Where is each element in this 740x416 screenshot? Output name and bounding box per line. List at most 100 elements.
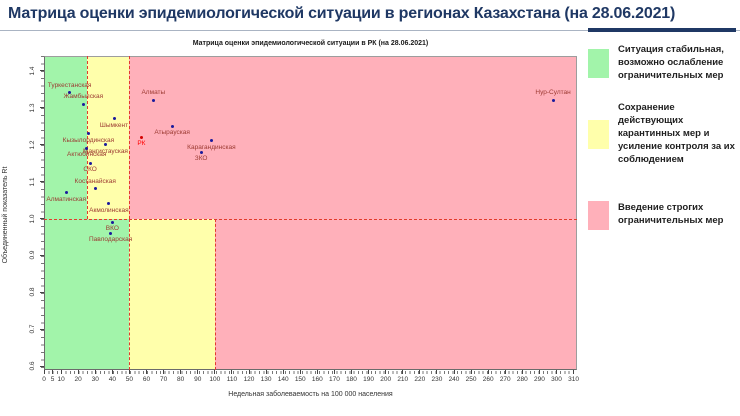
x-axis-tick-label: 260 bbox=[482, 376, 494, 383]
x-axis-tick-label: 150 bbox=[294, 376, 306, 383]
data-point bbox=[112, 117, 116, 121]
x-axis-tick-label: 220 bbox=[414, 376, 426, 383]
x-axis-tick-label: 110 bbox=[226, 376, 238, 383]
threshold-line-x50 bbox=[129, 56, 131, 219]
epidemic-matrix-chart: Матрица оценки эпидемиологической ситуац… bbox=[0, 32, 585, 416]
x-axis-tick bbox=[146, 370, 147, 374]
x-axis-tick-label: 130 bbox=[260, 376, 272, 383]
x-axis-tick bbox=[265, 370, 267, 374]
data-point bbox=[86, 132, 90, 136]
zone-lower-green bbox=[44, 218, 130, 370]
chart-legend: Ситуация стабильная, возможно ослабление… bbox=[588, 44, 738, 230]
legend-swatch-green bbox=[588, 48, 609, 78]
x-axis-tick bbox=[470, 370, 472, 374]
data-point-label: СКО bbox=[83, 166, 97, 174]
legend-swatch-yellow bbox=[588, 119, 609, 149]
x-axis-tick-label: 20 bbox=[74, 376, 82, 383]
data-point bbox=[199, 150, 203, 154]
zone-lower-pink bbox=[214, 218, 577, 370]
data-point bbox=[64, 191, 68, 195]
data-point bbox=[151, 98, 155, 102]
x-axis-tick bbox=[385, 370, 387, 374]
data-point-label: Атырауская bbox=[154, 129, 190, 137]
x-axis-tick bbox=[316, 370, 318, 374]
data-point-label: Павлодарская bbox=[88, 236, 133, 244]
y-axis-tick-label: 0.6 bbox=[29, 361, 36, 371]
x-axis-tick-label: 200 bbox=[380, 376, 392, 383]
y-axis-tick bbox=[40, 144, 44, 146]
header-rule bbox=[0, 30, 740, 31]
x-axis-tick-label: 120 bbox=[243, 376, 255, 383]
plot-frame bbox=[44, 56, 577, 370]
data-point bbox=[110, 220, 114, 224]
y-axis-tick bbox=[40, 254, 44, 256]
y-axis-tick-label: 1.3 bbox=[29, 103, 36, 113]
x-axis-tick bbox=[538, 370, 540, 374]
y-axis-tick bbox=[40, 107, 44, 109]
data-point-label: РК bbox=[137, 140, 146, 148]
threshold-line-x100 bbox=[214, 218, 216, 370]
y-axis-tick bbox=[40, 70, 44, 72]
header-accent-bar bbox=[588, 28, 736, 32]
data-point bbox=[551, 98, 555, 102]
x-axis-tick-label: 40 bbox=[108, 376, 116, 383]
x-axis-tick bbox=[248, 370, 250, 374]
x-axis-tick bbox=[282, 370, 284, 374]
data-point bbox=[139, 135, 143, 139]
data-point-label: Акмолинская bbox=[89, 206, 129, 214]
x-axis-tick bbox=[402, 370, 404, 374]
data-point-label: Туркестанская bbox=[47, 81, 92, 89]
x-axis-tick-label: 80 bbox=[177, 376, 185, 383]
data-point bbox=[68, 91, 72, 95]
x-axis-tick bbox=[521, 370, 523, 374]
x-axis-tick-label: 240 bbox=[448, 376, 460, 383]
y-axis-label: Объединенный показатель Rt bbox=[2, 166, 9, 264]
x-axis-tick bbox=[368, 370, 370, 374]
threshold-line-r1 bbox=[44, 218, 577, 220]
data-point-label: Алматы bbox=[141, 89, 166, 97]
data-point bbox=[109, 231, 113, 235]
y-axis-tick bbox=[40, 328, 44, 330]
x-axis-tick bbox=[231, 370, 233, 374]
x-axis-tick bbox=[111, 370, 113, 374]
x-axis-tick bbox=[197, 370, 199, 374]
x-axis-tick bbox=[351, 370, 352, 374]
y-axis-tick bbox=[40, 365, 44, 367]
y-axis-tick bbox=[40, 291, 44, 293]
x-axis-tick bbox=[77, 370, 79, 374]
threshold-line-x50 bbox=[129, 218, 131, 370]
zone-lower-yellow bbox=[129, 218, 215, 370]
data-point bbox=[104, 143, 107, 147]
x-axis-tick bbox=[128, 370, 130, 374]
y-axis-tick-label: 1.2 bbox=[29, 140, 36, 150]
x-axis-tick-label: 50 bbox=[125, 376, 134, 383]
x-axis-tick-label: 140 bbox=[277, 376, 289, 383]
y-axis-minor-ticks bbox=[41, 56, 44, 370]
x-axis-tick bbox=[573, 370, 575, 374]
threshold-line-x25 bbox=[86, 56, 88, 219]
x-axis-tick bbox=[43, 370, 45, 374]
data-point bbox=[88, 161, 92, 165]
x-axis-tick-label: 10 bbox=[57, 376, 65, 383]
x-axis-tick bbox=[180, 370, 182, 374]
zone-upper-pink bbox=[129, 56, 577, 219]
data-point bbox=[170, 124, 174, 128]
data-point-label: Алматинская bbox=[46, 195, 87, 203]
x-axis-tick bbox=[163, 370, 165, 374]
data-point bbox=[85, 146, 89, 150]
header: Матрица оценки эпидемиологической ситуац… bbox=[0, 0, 740, 33]
y-axis-tick bbox=[40, 181, 44, 183]
legend-text: Введение строгих ограничительных мер bbox=[618, 202, 724, 226]
x-axis-tick-label: 270 bbox=[499, 376, 511, 383]
data-point bbox=[107, 202, 111, 206]
x-axis-label: Недельная заболеваемость на 100 000 насе… bbox=[228, 391, 393, 398]
x-axis-tick-label: 250 bbox=[465, 376, 477, 383]
x-axis-tick-label: 60 bbox=[142, 376, 151, 383]
x-axis-tick bbox=[299, 370, 301, 374]
x-axis-tick-label: 300 bbox=[551, 376, 562, 383]
y-axis-tick-label: 0.9 bbox=[29, 250, 36, 260]
x-axis-tick-label: 230 bbox=[431, 376, 443, 383]
x-axis-tick-label: 0 bbox=[42, 376, 46, 383]
data-point-label: Шымкент bbox=[99, 121, 129, 129]
